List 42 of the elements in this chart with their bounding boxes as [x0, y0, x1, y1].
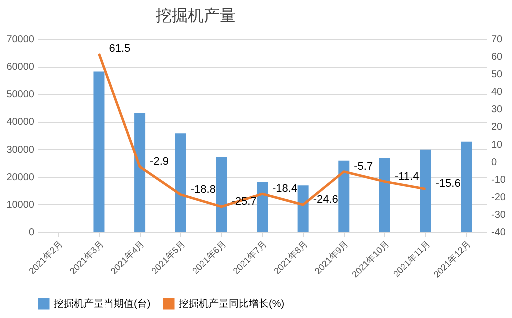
y2-tick-label: 10: [492, 140, 504, 151]
data-label: -11.4: [394, 170, 420, 183]
data-label: -18.8: [190, 184, 216, 196]
y-tick-label: 70000: [6, 34, 35, 46]
y2-tick-label: 20: [492, 122, 504, 134]
y2-tick-label: -40: [492, 228, 506, 238]
y-tick-label: 0: [28, 228, 35, 238]
data-label: -18.4: [272, 183, 298, 196]
bar: [461, 142, 472, 232]
bar: [134, 113, 146, 232]
y2-tick-label: -30: [492, 210, 506, 221]
legend-label: 挖掘机产量当期值(台): [54, 298, 151, 310]
y2-tick-label: 0: [492, 157, 498, 168]
y-tick-label: 40000: [6, 117, 35, 128]
data-label: -2.9: [150, 156, 170, 168]
bar: [379, 158, 390, 232]
y2-tick-label: -20: [492, 192, 506, 204]
y-tick-label: 10000: [6, 200, 35, 211]
y2-tick-label: 40: [492, 87, 504, 98]
bar: [298, 186, 309, 232]
y-tick-label: 60000: [6, 62, 35, 74]
data-label: -24.6: [313, 194, 338, 206]
line-series: [98, 52, 428, 208]
data-label: -5.7: [354, 160, 374, 173]
y2-tick-label: 50: [492, 70, 504, 81]
bar: [420, 150, 432, 232]
y2-tick-label: 30: [492, 104, 504, 116]
y2-tick-label: -10: [492, 174, 506, 186]
legend-label: 挖掘机产量同比增长(%): [179, 298, 285, 310]
y-tick-label: 30000: [6, 144, 35, 156]
data-label: 61.5: [109, 42, 131, 55]
data-label: -15.6: [436, 178, 461, 190]
chart-title: 挖掘机产量: [156, 7, 236, 25]
y2-tick-label: 70: [492, 34, 504, 46]
y2-tick-label: 60: [492, 52, 504, 64]
y-tick-label: 50000: [6, 90, 35, 101]
bar: [338, 160, 350, 232]
bar: [257, 182, 268, 232]
y-tick-label: 20000: [6, 172, 35, 184]
bar: [216, 157, 228, 232]
bar: [175, 134, 186, 232]
bar: [94, 72, 105, 232]
